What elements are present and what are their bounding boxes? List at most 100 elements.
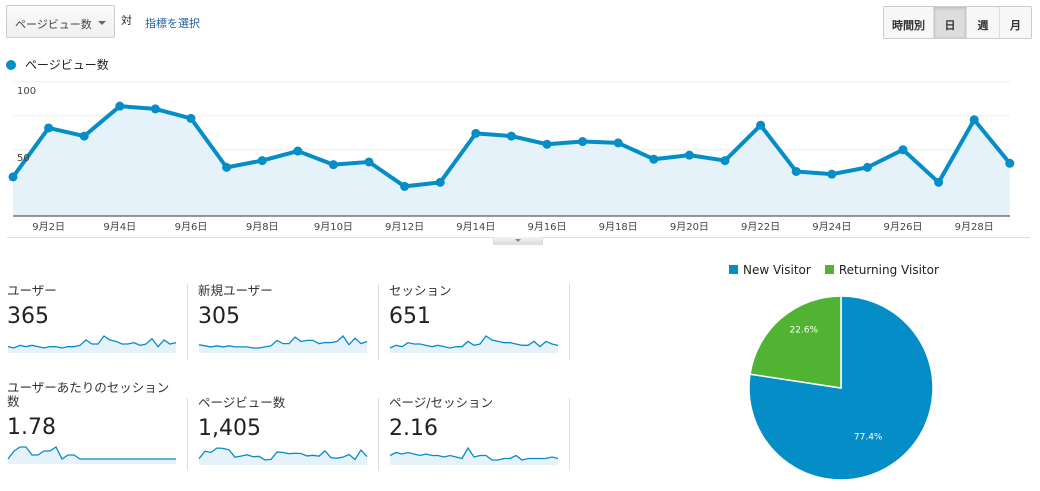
data-point-9月29日[interactable] [1005,158,1015,168]
data-point-9月15日[interactable] [506,131,516,141]
data-point-9月6日[interactable] [186,113,196,123]
data-point-9月23日[interactable] [791,166,801,176]
data-point-9月22日[interactable] [756,120,766,130]
sparkline-area [199,448,367,465]
y-tick-label: 50 [17,153,30,164]
metric-label: ページビュー数 [198,395,286,410]
visitor-pie-chart: 77.4% 22.6% [748,295,934,481]
series-dot-icon [6,59,16,70]
metric-sparkline [389,335,559,353]
x-tick-label: 9月12日 [385,221,424,233]
data-point-9月14日[interactable] [471,128,481,138]
data-point-9月1日[interactable] [8,172,18,182]
metric-label: ユーザーあたりのセッション数 [7,380,170,409]
legend-item-returning-visitor[interactable]: Returning Visitor [824,263,939,277]
data-point-9月26日[interactable] [898,145,908,155]
metric-label: 新規ユーザー [198,283,273,298]
data-point-9月17日[interactable] [578,137,588,147]
data-point-9月7日[interactable] [222,162,232,172]
legend-item-new-visitor[interactable]: New Visitor [729,263,811,277]
data-point-9月4日[interactable] [115,101,125,111]
x-tick-label: 9月24日 [812,221,851,233]
x-tick-label: 9月10日 [314,221,353,233]
x-tick-label: 9月4日 [103,221,136,233]
sparkline-line [389,335,559,349]
x-tick-label: 9月28日 [955,221,994,233]
y-tick-label: 100 [17,86,36,97]
sparkline-line [7,446,176,460]
sparkline-line [198,335,368,349]
data-point-9月20日[interactable] [684,150,694,160]
x-tick-label: 9月18日 [599,221,638,233]
divider [187,398,188,470]
swatch-icon [729,265,738,274]
data-point-9月25日[interactable] [862,162,872,172]
divider [569,284,570,360]
pie-slice-label: 22.6% [790,326,819,336]
sparkline-area [199,336,367,353]
metric-value: 305 [198,304,240,329]
metric-cell[interactable]: ユーザー 365 [7,284,187,353]
data-point-9月11日[interactable] [364,157,374,167]
metric-sparkline [7,446,176,464]
pageviews-line-chart: 100 50 9月2日 9月4日 9月6日 9月8日 9月10日 9月12日 9月14日 9月16… [8,81,1015,233]
data-point-9月18日[interactable] [613,138,623,148]
data-point-9月27日[interactable] [934,177,944,187]
metric-sparkline [198,335,368,353]
data-point-9月3日[interactable] [79,131,89,141]
metric-cell[interactable]: ページビュー数 1,405 [198,396,378,465]
metric-value: 365 [7,304,49,329]
metric-cell[interactable]: ページ/セッション 2.16 [389,396,569,465]
metric-label: ページ/セッション [389,395,493,410]
data-point-9月5日[interactable] [150,104,160,114]
metric-value: 1.78 [7,415,56,440]
data-point-9月10日[interactable] [328,160,338,170]
data-point-9月12日[interactable] [400,181,410,191]
granularity-day-button[interactable]: 日 [933,7,966,38]
sparkline-line [389,446,559,461]
data-point-9月28日[interactable] [969,115,979,125]
sparkline-area [390,448,558,465]
metric-cell[interactable]: ユーザーあたりのセッション数 1.78 [7,381,187,464]
metric-dropdown[interactable]: ページビュー数 [6,5,115,38]
metric-label: セッション [389,283,452,298]
x-tick-label: 9月16日 [527,221,566,233]
pie-slice-returning-visitor[interactable] [749,295,842,389]
x-tick-label: 9月8日 [246,221,279,233]
data-point-9月2日[interactable] [44,123,54,133]
legend-label: ページビュー数 [25,58,109,72]
metric-value: 651 [389,304,431,329]
metric-sparkline [389,446,559,465]
chart-collapse-toggle[interactable] [493,237,543,245]
select-metric-link[interactable]: 指標を選択 [145,17,200,30]
data-point-9月8日[interactable] [257,156,267,166]
divider [378,284,379,360]
metric-cell[interactable]: 新規ユーザー 305 [198,284,378,353]
granularity-month-button[interactable]: 月 [999,7,1031,38]
data-point-9月16日[interactable] [542,139,552,149]
swatch-icon [824,265,834,274]
data-point-9月21日[interactable] [720,156,730,166]
data-point-9月9日[interactable] [293,146,303,156]
chevron-down-icon [98,21,106,29]
x-tick-label: 9月26日 [883,221,922,233]
data-point-9月24日[interactable] [827,169,837,179]
vs-label: 対 [121,14,132,27]
data-point-9月13日[interactable] [435,177,445,187]
divider [378,398,379,470]
data-point-9月19日[interactable] [649,154,659,164]
pie-legend: New Visitor Returning Visitor [729,263,939,277]
metric-sparkline [198,447,368,465]
granularity-week-button[interactable]: 週 [966,7,999,38]
sparkline-area [390,336,558,353]
x-tick-label: 9月22日 [741,221,780,233]
granularity-toggle: 時間別 日 週 月 [883,6,1032,39]
x-tick-label: 9月20日 [670,221,709,233]
x-tick-label: 9月6日 [175,221,208,233]
granularity-hourly-button[interactable]: 時間別 [884,7,933,38]
metric-label: ユーザー [7,283,57,298]
x-tick-label: 9月2日 [32,221,65,233]
metric-cell[interactable]: セッション 651 [389,284,569,353]
chart-area [13,106,1010,216]
chart-legend: ページビュー数 [6,56,109,73]
